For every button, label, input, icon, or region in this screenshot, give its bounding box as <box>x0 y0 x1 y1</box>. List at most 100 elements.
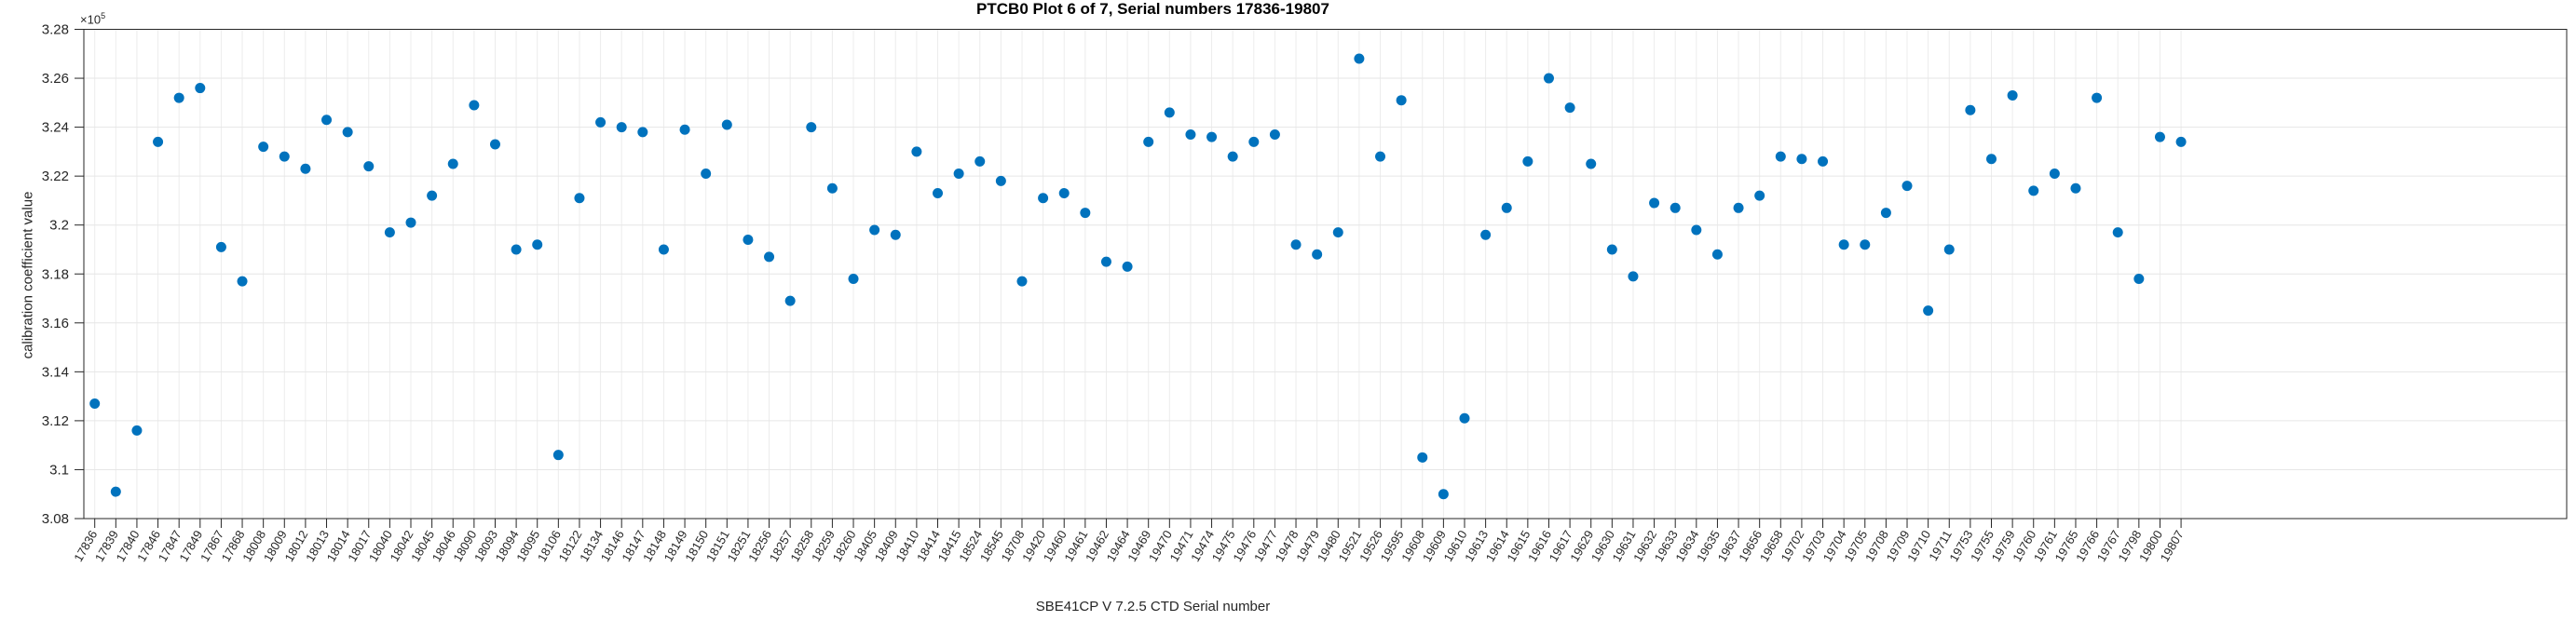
data-point <box>806 122 817 133</box>
data-point <box>384 227 395 238</box>
data-point <box>110 486 121 497</box>
data-point <box>447 158 458 169</box>
y-tick-label: 3.28 <box>42 22 69 38</box>
data-point <box>869 224 880 236</box>
data-point <box>1522 155 1533 167</box>
data-point <box>300 163 311 174</box>
y-tick-label: 3.18 <box>42 266 69 282</box>
data-point <box>1332 227 1343 238</box>
data-point <box>595 116 607 128</box>
data-point <box>2028 185 2039 196</box>
data-point <box>1775 151 1786 162</box>
data-point <box>532 239 543 250</box>
data-point <box>1269 128 1280 140</box>
data-point <box>1290 239 1302 250</box>
data-point <box>1711 249 1723 260</box>
data-point <box>995 175 1006 186</box>
data-point <box>1016 276 1028 287</box>
data-point <box>1754 190 1765 201</box>
data-point <box>131 425 143 436</box>
data-point <box>679 124 690 135</box>
y-tick-label: 3.08 <box>42 511 69 527</box>
data-point <box>258 142 269 153</box>
data-point <box>279 151 290 162</box>
data-point <box>1901 181 1913 192</box>
y-tick-label: 3.2 <box>49 218 69 234</box>
data-point <box>1586 158 1597 169</box>
data-point <box>1058 188 1070 199</box>
data-point <box>1080 208 1091 219</box>
data-point <box>405 217 416 228</box>
data-point <box>1691 224 1702 236</box>
data-point <box>826 182 838 194</box>
data-point <box>848 274 859 285</box>
data-point <box>1185 128 1196 140</box>
data-point <box>2112 227 2123 238</box>
data-point <box>2070 182 2081 194</box>
data-point <box>2133 274 2145 285</box>
data-point <box>1375 151 1386 162</box>
data-point <box>511 244 522 255</box>
data-point <box>427 190 438 201</box>
data-point <box>933 188 943 199</box>
data-point <box>1354 53 1365 64</box>
data-point <box>953 169 964 180</box>
y-tick-label: 3.24 <box>42 120 69 136</box>
data-point <box>975 155 986 167</box>
data-point <box>1438 489 1449 500</box>
data-point <box>637 127 648 138</box>
data-point <box>1796 154 1807 165</box>
y-tick-label: 3.26 <box>42 71 69 87</box>
data-point <box>1312 249 1323 260</box>
data-point <box>173 92 184 103</box>
data-point <box>1122 261 1133 272</box>
data-point <box>2175 136 2187 147</box>
data-point <box>1943 244 1955 255</box>
data-point <box>153 136 164 147</box>
data-point <box>1543 73 1554 84</box>
data-point <box>237 276 248 287</box>
data-point <box>1227 151 1238 162</box>
data-point <box>1417 452 1428 463</box>
data-point <box>1880 208 1891 219</box>
data-point <box>911 146 922 157</box>
data-point <box>1206 131 1218 142</box>
data-point <box>2049 169 2060 180</box>
data-point <box>616 122 627 133</box>
data-point <box>489 139 500 150</box>
data-point <box>1501 202 1512 213</box>
data-point <box>1986 154 1997 165</box>
data-point <box>1733 202 1744 213</box>
y-tick-label: 3.12 <box>42 413 69 429</box>
data-point <box>1649 197 1660 209</box>
data-point <box>1923 305 1934 317</box>
plot-title: PTCB0 Plot 6 of 7, Serial numbers 17836-… <box>976 0 1329 18</box>
data-point <box>2007 89 2018 101</box>
data-point <box>1480 229 1492 240</box>
data-point <box>574 193 585 204</box>
data-point <box>784 295 796 306</box>
data-point <box>1100 256 1111 267</box>
x-axis-label: SBE41CP V 7.2.5 CTD Serial number <box>1035 599 1271 614</box>
y-axis-exponent: ×105 <box>80 11 106 27</box>
data-point <box>1564 102 1575 114</box>
data-point <box>195 83 206 94</box>
data-point <box>1164 107 1175 118</box>
y-tick-label: 3.14 <box>42 364 69 380</box>
data-point <box>658 244 669 255</box>
data-point <box>1038 193 1049 204</box>
y-tick-label: 3.1 <box>49 462 69 478</box>
data-point <box>342 127 353 138</box>
data-point <box>701 169 712 180</box>
data-point <box>721 119 732 130</box>
data-point <box>1143 136 1154 147</box>
data-point <box>1838 239 1849 250</box>
data-point <box>743 234 754 245</box>
data-point <box>1860 239 1871 250</box>
data-point <box>1670 202 1681 213</box>
data-point <box>1606 244 1617 255</box>
data-point <box>2154 131 2165 142</box>
data-point <box>1818 155 1829 167</box>
